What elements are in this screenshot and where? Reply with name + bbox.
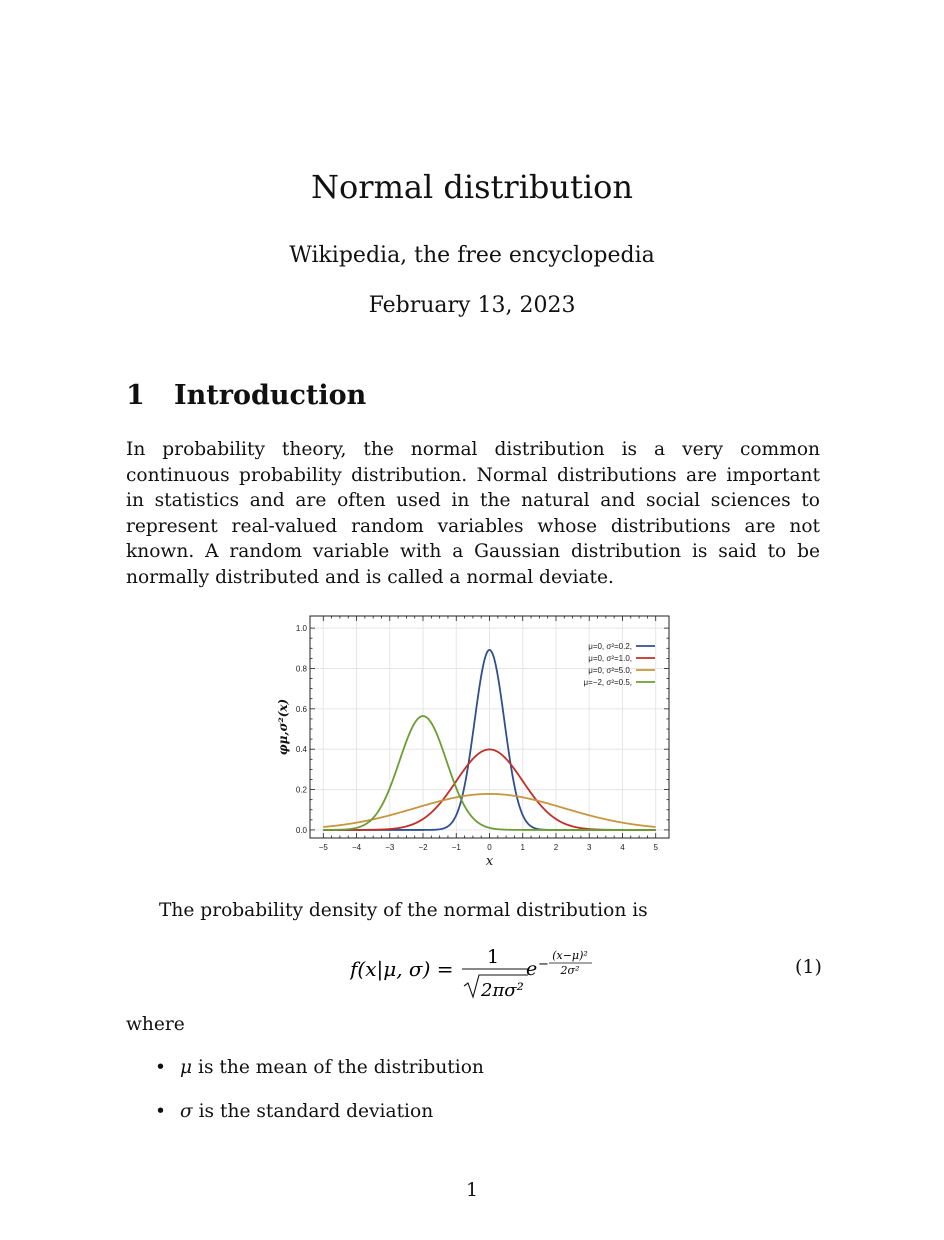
intro-paragraph: In probability theory, the normal distri… [126,439,820,588]
y-tick-label: 1.0 [296,624,308,633]
equation-lhs: f(x|μ, σ) = [350,957,454,982]
x-tick-label: −2 [418,843,428,852]
equation-numerator: 1 [487,946,499,968]
x-tick-label: 5 [653,843,658,852]
x-tick-label: 4 [620,843,625,852]
y-tick-label: 0.2 [296,786,308,795]
y-tick-label: 0.6 [296,705,308,714]
where-label: where [126,1014,185,1035]
definition: is the standard deviation [192,1101,434,1122]
y-tick-label: 0.4 [296,745,308,754]
x-tick-label: 3 [587,843,592,852]
exponent-numerator: (x−μ)² [552,949,588,962]
x-axis-label: x [486,854,494,869]
legend-label: μ=0, σ²=1.0, [588,654,632,663]
series-line-3 [323,715,656,831]
pdf-equation: f(x|μ, σ) = 1 2πσ² e − (x−μ)² 2σ² [348,935,650,1005]
legend-label: μ=0, σ²=0.2, [588,642,632,651]
y-tick-label: 0.8 [296,664,308,673]
exponent-denominator: 2σ² [560,964,580,977]
list-item: • σ is the standard deviation [155,1101,484,1145]
y-axis-label: φμ,σ²(x) [276,699,290,755]
legend-label: μ=0, σ²=5.0, [588,666,632,675]
x-tick-label: 1 [521,843,526,852]
exponent-minus: − [538,957,549,972]
pdf-sentence: The probability density of the normal di… [159,900,648,921]
equation-svg: f(x|μ, σ) = 1 2πσ² e − (x−μ)² 2σ² [348,946,592,1001]
section-heading: 1 Introduction [126,380,366,411]
equation-number: (1) [795,956,822,978]
paper-author: Wikipedia, the free encyclopedia [289,243,655,268]
x-tick-label: 2 [554,843,559,852]
x-tick-label: −5 [319,843,329,852]
x-tick-label: 0 [487,843,492,852]
y-tick-label: 0.0 [296,826,308,835]
normal-distribution-chart: −5 −4 −3 −2 −1 0 1 2 3 4 5 0.0 0.2 0.4 0.6 0.8 1.0 x φμ,σ²… [276,615,670,869]
symbol-definitions-list: • μ is the mean of the distribution • σ is… [155,1057,484,1145]
legend-label: μ=−2, σ²=0.5, [584,678,632,687]
sqrt-sign [463,974,528,999]
page-number: 1 [466,1180,478,1201]
bullet-icon: • [155,1057,166,1078]
paper-date: February 13, 2023 [368,293,576,318]
bullet-icon: • [155,1101,166,1122]
symbol: μ [180,1057,193,1078]
symbol: σ [180,1101,193,1122]
x-tick-label: −4 [352,843,362,852]
equation-denominator: 2πσ² [480,980,524,1001]
equation-base: e [526,958,537,980]
paper-title: Normal distribution [311,168,633,206]
x-tick-label: −1 [452,843,462,852]
x-tick-label: −3 [385,843,395,852]
list-item: • μ is the mean of the distribution [155,1057,484,1101]
normal-distribution-figure: −5 −4 −3 −2 −1 0 1 2 3 4 5 0.0 0.2 0.4 0.6 0.8 1.0 x φμ,σ²… [270,612,680,872]
section-number: 1 [126,380,145,411]
section-title: Introduction [174,380,367,411]
definition: is the mean of the distribution [192,1057,484,1078]
series-line-2 [323,793,656,828]
